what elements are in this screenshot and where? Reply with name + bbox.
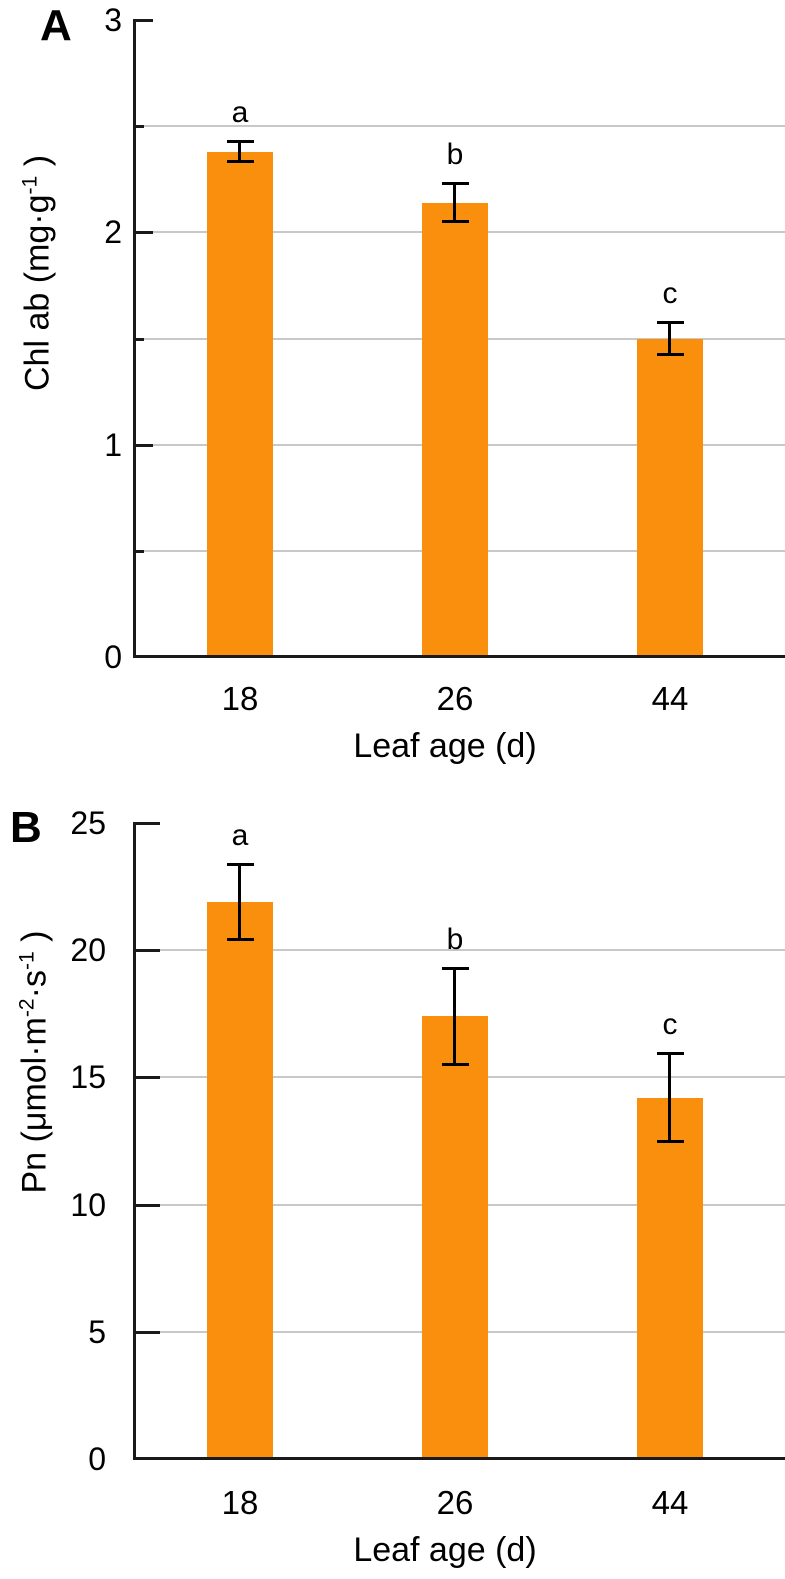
y-axis-title-segment: Pn (μmol·m <box>15 1017 54 1194</box>
x-tick-label: 44 <box>651 680 689 717</box>
error-bar-cap-top <box>226 863 254 866</box>
bar <box>637 1098 703 1458</box>
y-tick-label: 25 <box>70 805 106 841</box>
error-bar-cap-top <box>656 321 684 324</box>
y-axis-title-superscript: -1 <box>18 175 42 195</box>
y-tick-label: 10 <box>70 1187 106 1223</box>
error-bar-cap-bottom <box>226 938 254 941</box>
significance-letter: c <box>662 277 678 310</box>
x-axis-title: Leaf age (d) <box>353 727 537 765</box>
x-tick-label: 26 <box>436 680 474 717</box>
error-bar-line <box>453 183 456 222</box>
error-bar-cap-bottom <box>656 353 684 356</box>
error-bar-cap-bottom <box>441 1063 469 1066</box>
y-tick-major <box>133 231 153 234</box>
x-axis-line <box>133 1457 785 1460</box>
significance-letter: b <box>446 923 464 956</box>
y-tick-major <box>133 1204 160 1207</box>
y-axis-title-superscript: -2 <box>15 998 39 1018</box>
gridline <box>136 125 785 127</box>
y-tick-label: 0 <box>104 639 122 675</box>
y-tick-minor <box>133 550 144 553</box>
y-tick-major <box>133 444 153 447</box>
bar <box>422 1016 488 1458</box>
x-tick-label: 26 <box>436 1484 474 1521</box>
y-axis-title: Chl ab (mg·g-1 ) <box>12 154 57 391</box>
error-bar-line <box>238 141 241 162</box>
y-tick-label: 3 <box>104 2 122 38</box>
y-tick-major <box>133 1331 160 1334</box>
y-tick-major <box>133 1076 160 1079</box>
error-bar-cap-top <box>656 1052 684 1055</box>
y-tick-label: 2 <box>104 214 122 250</box>
x-tick-label: 44 <box>651 1484 689 1521</box>
x-tick-label: 18 <box>221 1484 259 1521</box>
y-tick-major <box>133 949 160 952</box>
gridline <box>136 949 785 951</box>
error-bar-cap-bottom <box>656 1140 684 1143</box>
y-tick-minor <box>133 125 144 128</box>
y-tick-label: 5 <box>88 1314 106 1350</box>
significance-letter: a <box>231 819 249 852</box>
bar <box>637 339 703 656</box>
y-axis-title-segment: ) <box>18 154 57 176</box>
bar <box>207 902 273 1458</box>
y-tick-label: 15 <box>70 1059 106 1095</box>
y-tick-label: 20 <box>70 932 106 968</box>
error-bar-cap-bottom <box>441 220 469 223</box>
x-axis-line <box>133 655 785 658</box>
error-bar-cap-bottom <box>226 160 254 163</box>
y-tick-major <box>133 19 153 22</box>
significance-letter: b <box>446 138 464 171</box>
x-axis-title: Leaf age (d) <box>353 1531 537 1569</box>
panel-label: A <box>40 1 72 50</box>
bar <box>422 203 488 656</box>
error-bar-line <box>668 322 671 355</box>
bar <box>207 152 273 656</box>
y-tick-label: 0 <box>88 1441 106 1477</box>
error-bar-line <box>238 864 241 940</box>
error-bar-cap-top <box>441 967 469 970</box>
significance-letter: c <box>662 1008 678 1041</box>
error-bar-line <box>453 968 456 1065</box>
significance-letter: a <box>231 96 249 129</box>
y-axis-spine <box>133 823 136 1459</box>
y-tick-major <box>133 822 160 825</box>
y-tick-label: 1 <box>104 427 122 463</box>
error-bar-cap-top <box>226 140 254 143</box>
error-bar-line <box>668 1053 671 1142</box>
y-axis-title-segment: ·s <box>15 970 54 999</box>
error-bar-cap-top <box>441 182 469 185</box>
x-tick-label: 18 <box>221 680 259 717</box>
panel-label: B <box>10 803 42 852</box>
y-tick-minor <box>133 338 144 341</box>
